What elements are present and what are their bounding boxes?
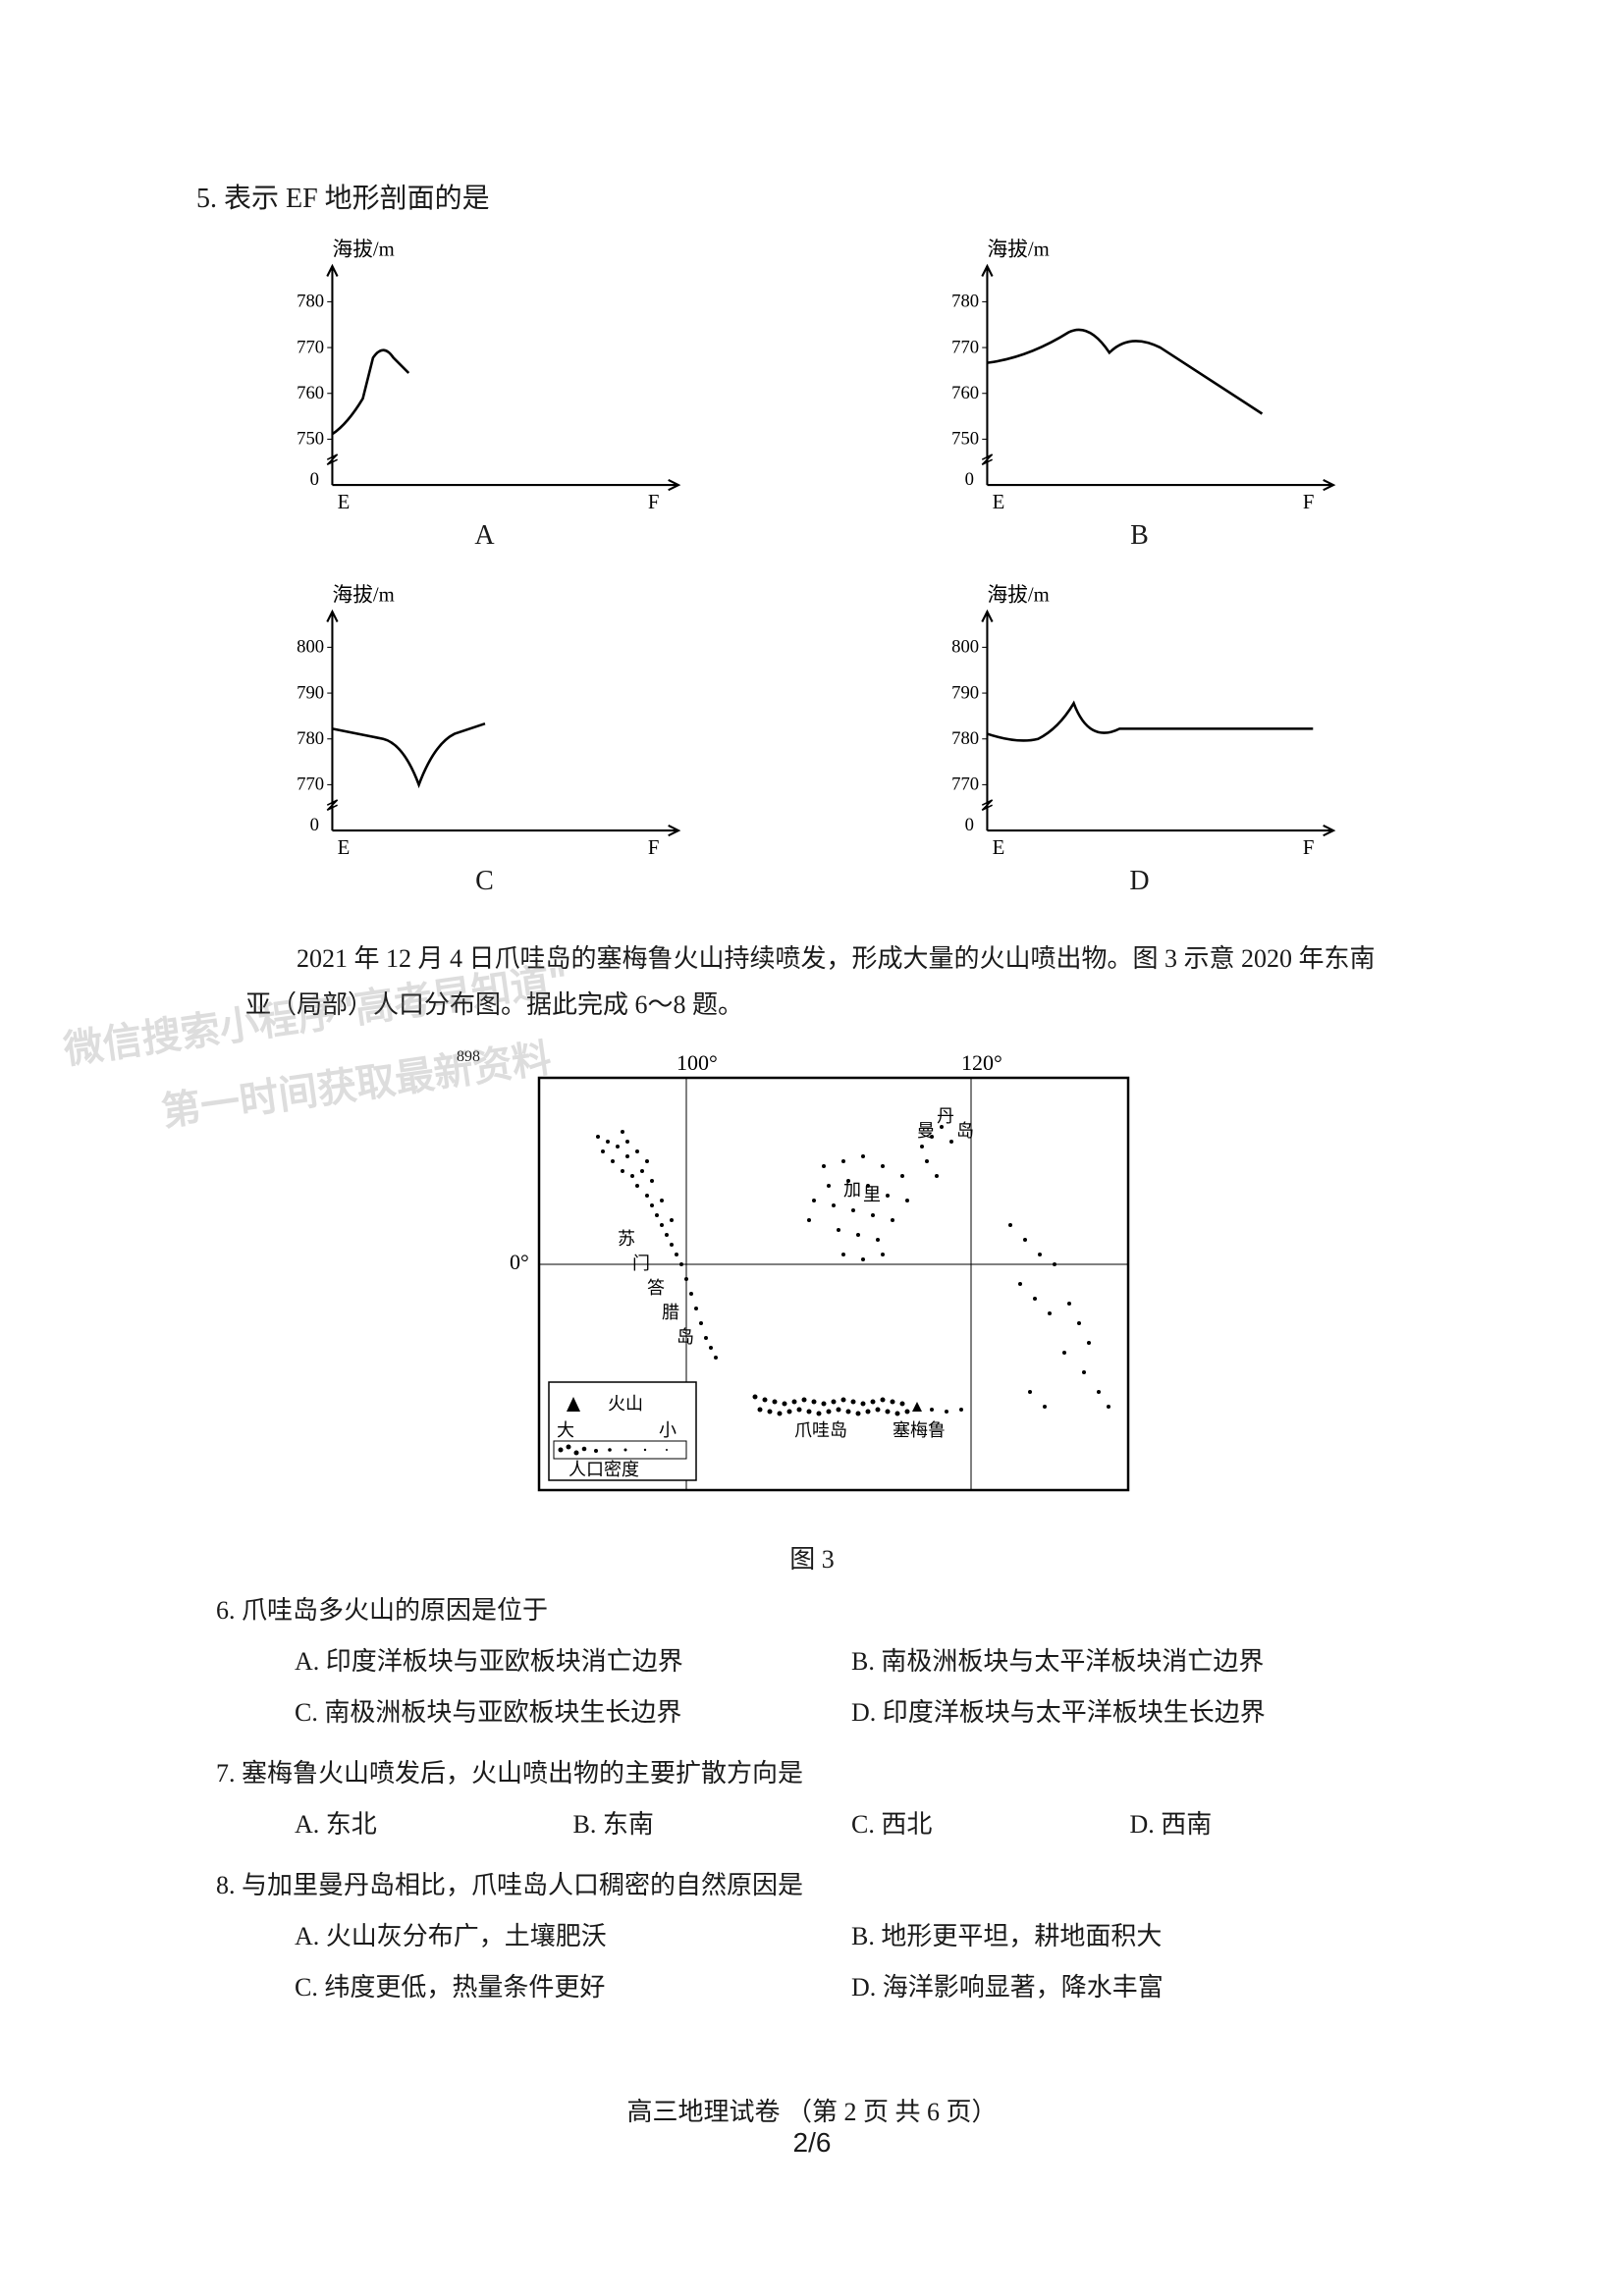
svg-text:腊: 腊: [662, 1303, 679, 1322]
chart-a: 海拔/m 780 770 760 750 0 E F A: [196, 236, 773, 552]
q7-opt-c: C. 西北: [851, 1799, 1130, 1850]
chart-b-label: B: [1130, 520, 1149, 552]
svg-text:770: 770: [951, 337, 979, 357]
svg-text:E: E: [337, 837, 350, 856]
q7-title: 7. 塞梅鲁火山喷发后，火山喷出物的主要扩散方向是: [216, 1748, 1408, 1799]
svg-text:F: F: [1302, 837, 1314, 856]
legend-small: 小: [659, 1420, 677, 1440]
label-semeru: 塞梅鲁: [893, 1420, 946, 1440]
chart-a-ylabel: 海拔/m: [332, 239, 394, 261]
q8: 8. 与加里曼丹岛相比，爪哇岛人口稠密的自然原因是 A. 火山灰分布广，土壤肥沃…: [216, 1860, 1408, 2013]
svg-text:曼: 曼: [917, 1121, 935, 1141]
passage: 2021 年 12 月 4 日爪哇岛的塞梅鲁火山持续喷发，形成大量的火山喷出物。…: [245, 936, 1379, 1029]
q6-opt-b: B. 南极洲板块与太平洋板块消亡边界: [851, 1636, 1408, 1687]
footer: 高三地理试卷 （第 2 页 共 6 页）: [196, 2092, 1428, 2128]
svg-text:海拔/m: 海拔/m: [987, 239, 1049, 261]
q6-opt-d: D. 印度洋板块与太平洋板块生长边界: [851, 1687, 1408, 1738]
svg-text:790: 790: [297, 682, 324, 703]
q8-opt-b: B. 地形更平坦，耕地面积大: [851, 1911, 1408, 1962]
chart-b: 海拔/m 780 770 760 750 0 E F B: [851, 236, 1428, 552]
svg-text:F: F: [1302, 492, 1314, 510]
lon-left: 100°: [677, 1050, 718, 1075]
svg-text:丹: 丹: [937, 1106, 954, 1126]
lon-right: 120°: [961, 1050, 1002, 1075]
lat-0: 0°: [510, 1250, 529, 1274]
svg-text:0: 0: [309, 815, 318, 835]
q5-title: 5. 表示 EF 地形剖面的是: [196, 177, 1428, 216]
label-sumatra: 苏: [618, 1229, 635, 1249]
svg-text:岛: 岛: [956, 1121, 974, 1141]
legend-density: 人口密度: [568, 1460, 639, 1479]
svg-text:780: 780: [951, 728, 979, 749]
dots-java: [753, 1394, 964, 1415]
q8-opt-d: D. 海洋影响显著，降水丰富: [851, 1962, 1408, 2013]
page-number: 2/6: [793, 2127, 832, 2159]
svg-text:F: F: [647, 837, 659, 856]
q6: 6. 爪哇岛多火山的原因是位于 A. 印度洋板块与亚欧板块消亡边界 B. 南极洲…: [216, 1585, 1408, 1738]
legend-volcano: 火山: [608, 1394, 643, 1414]
chart-d-label: D: [1129, 866, 1149, 897]
svg-text:780: 780: [297, 728, 324, 749]
svg-text:0: 0: [309, 469, 318, 490]
svg-text:门: 门: [632, 1254, 650, 1273]
dots-sumatra: [596, 1130, 718, 1360]
q8-opt-c: C. 纬度更低，热量条件更好: [295, 1962, 851, 2013]
svg-text:760: 760: [297, 383, 324, 403]
q8-title: 8. 与加里曼丹岛相比，爪哇岛人口稠密的自然原因是: [216, 1860, 1408, 1911]
label-kalimantan: 加: [843, 1180, 861, 1200]
chart-a-svg: 海拔/m 780 770 760 750 0 E F: [249, 236, 721, 510]
svg-text:0: 0: [964, 469, 973, 490]
svg-text:760: 760: [951, 383, 979, 403]
svg-text:750: 750: [297, 429, 324, 450]
svg-text:770: 770: [951, 774, 979, 795]
svg-text:770: 770: [297, 774, 324, 795]
svg-text:750: 750: [951, 429, 979, 450]
svg-text:800: 800: [951, 637, 979, 658]
chart-d: 海拔/m 800 790 780 770 0 E F D: [851, 581, 1428, 897]
q8-opt-a: A. 火山灰分布广，土壤肥沃: [295, 1911, 851, 1962]
svg-text:E: E: [337, 492, 350, 510]
svg-text:0: 0: [964, 815, 973, 835]
svg-text:里: 里: [863, 1185, 881, 1204]
chart-a-label: A: [474, 520, 494, 552]
dots-east: [1008, 1223, 1110, 1409]
svg-text:780: 780: [951, 292, 979, 312]
svg-text:780: 780: [297, 292, 324, 312]
svg-text:F: F: [647, 492, 659, 510]
map-container: 898 微信搜索小程序"高考早知道" 第一时间获取最新资料 100° 120° …: [196, 1048, 1428, 1520]
chart-c: 海拔/m 800 790 780 770 0 E F C: [196, 581, 773, 897]
map-caption: 图 3: [196, 1539, 1428, 1575]
svg-text:E: E: [992, 492, 1004, 510]
chart-b-svg: 海拔/m 780 770 760 750 0 E F: [904, 236, 1376, 510]
svg-text:E: E: [992, 837, 1004, 856]
svg-text:海拔/m: 海拔/m: [987, 584, 1049, 607]
svg-text:770: 770: [297, 337, 324, 357]
q7-opt-d: D. 西南: [1130, 1799, 1409, 1850]
svg-text:岛: 岛: [677, 1327, 694, 1347]
map-svg: 100° 120° 0°: [480, 1048, 1167, 1520]
chart-c-label: C: [475, 866, 494, 897]
volcano-icon: [912, 1402, 922, 1412]
q7: 7. 塞梅鲁火山喷发后，火山喷出物的主要扩散方向是 A. 东北 B. 东南 C.…: [216, 1748, 1408, 1850]
svg-text:790: 790: [951, 682, 979, 703]
svg-text:答: 答: [647, 1278, 665, 1298]
q7-opt-b: B. 东南: [573, 1799, 852, 1850]
charts-grid: 海拔/m 780 770 760 750 0 E F A 海拔/m 780 77…: [196, 236, 1428, 897]
q6-title: 6. 爪哇岛多火山的原因是位于: [216, 1585, 1408, 1636]
label-java: 爪哇岛: [794, 1420, 847, 1440]
q6-opt-c: C. 南极洲板块与亚欧板块生长边界: [295, 1687, 851, 1738]
chart-c-svg: 海拔/m 800 790 780 770 0 E F: [249, 581, 721, 856]
q7-opt-a: A. 东北: [295, 1799, 573, 1850]
svg-text:海拔/m: 海拔/m: [332, 584, 394, 607]
chart-d-svg: 海拔/m 800 790 780 770 0 E F: [904, 581, 1376, 856]
q6-opt-a: A. 印度洋板块与亚欧板块消亡边界: [295, 1636, 851, 1687]
legend-big: 大: [557, 1420, 574, 1440]
svg-text:800: 800: [297, 637, 324, 658]
